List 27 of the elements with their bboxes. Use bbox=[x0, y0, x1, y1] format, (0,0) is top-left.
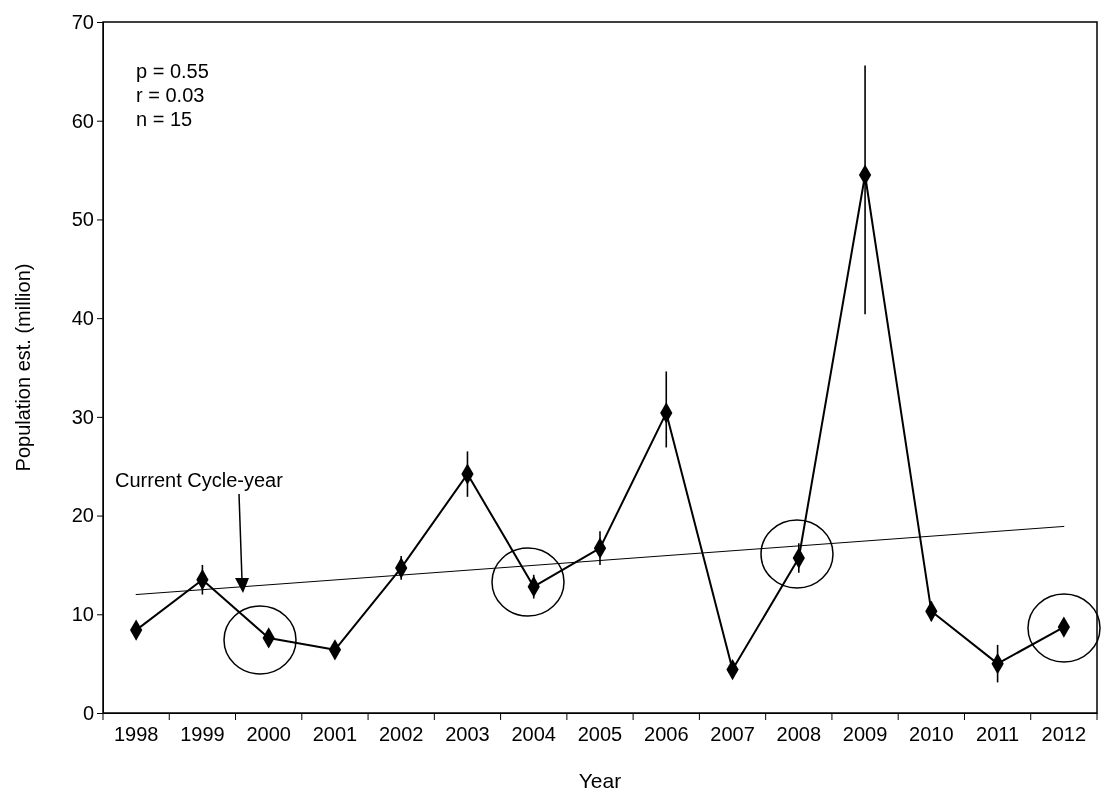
annotation: p = 0.55 r = 0.03 n = 15 bbox=[136, 60, 209, 130]
y-tick-label: 30 bbox=[71, 405, 94, 428]
x-tick-label: 2001 bbox=[312, 723, 358, 746]
y-tick-label: 50 bbox=[71, 208, 94, 231]
y-tick-label: 0 bbox=[82, 701, 94, 724]
y-tick-label: 10 bbox=[71, 603, 94, 626]
x-tick-label: 2012 bbox=[1041, 723, 1087, 746]
x-tick-label: 2007 bbox=[710, 723, 755, 746]
x-tick-label: 2008 bbox=[776, 723, 822, 746]
x-tick-label: 2011 bbox=[976, 723, 1020, 746]
x-tick-label: 2004 bbox=[511, 723, 556, 746]
y-tick-label: 20 bbox=[71, 504, 94, 527]
y-tick-label: 40 bbox=[71, 307, 94, 330]
x-tick-label: 2002 bbox=[378, 723, 424, 746]
x-tick-label: 2000 bbox=[246, 723, 291, 746]
y-tick-label: 60 bbox=[71, 109, 94, 132]
x-axis-title: Year bbox=[578, 769, 622, 792]
x-tick-label: 2010 bbox=[909, 723, 954, 746]
y-axis-title: Population est. (million) bbox=[12, 263, 34, 472]
annotation: Current Cycle-year bbox=[115, 469, 284, 491]
x-tick-label: 1999 bbox=[180, 723, 225, 746]
x-tick-label: 2009 bbox=[842, 723, 888, 746]
y-tick-label: 70 bbox=[71, 10, 94, 33]
x-tick-label: 2003 bbox=[445, 723, 490, 746]
x-tick-label: 2005 bbox=[577, 723, 623, 746]
x-tick-label: 2006 bbox=[644, 723, 689, 746]
x-tick-label: 1998 bbox=[113, 723, 159, 746]
